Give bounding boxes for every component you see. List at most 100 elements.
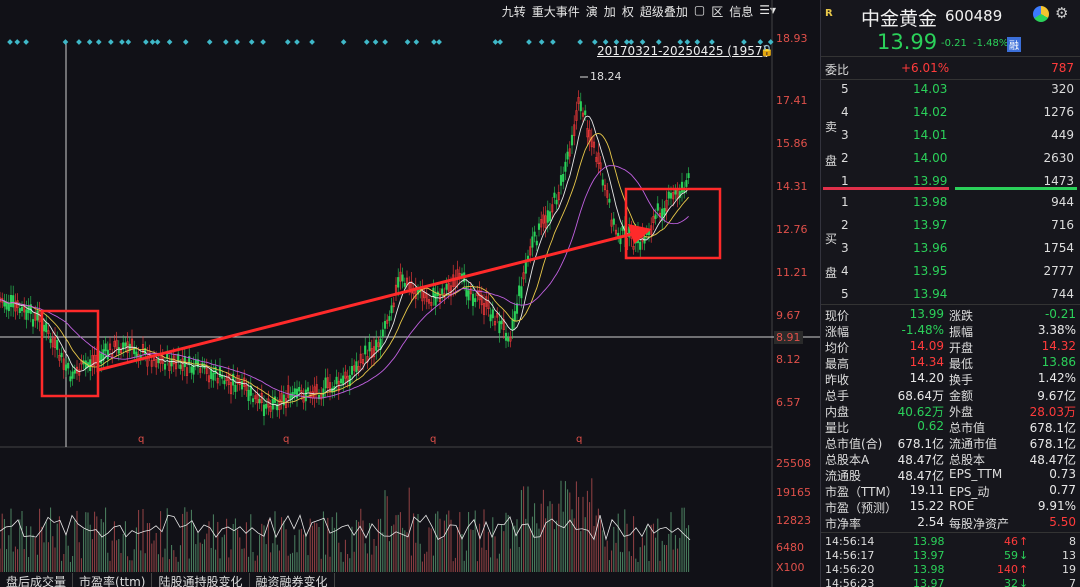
event-marker [602,39,609,45]
buy-price[interactable]: 13.96 [913,241,948,255]
sell-level: 5 [841,82,849,96]
annotation-arrow-line [97,230,641,372]
sell-price[interactable]: 14.01 [913,128,948,142]
candle-body [7,302,10,312]
tick-volume: 140 [997,563,1018,576]
stat-label: 现价 [825,309,850,323]
candle-body [551,204,554,213]
candle-body [441,288,444,295]
candle-body [661,208,664,221]
kline-svg [0,0,820,587]
stat-label: 金额 [949,389,974,403]
stat-value: 19.11 [909,483,944,497]
settings-icon[interactable]: ⚙ [1055,4,1069,22]
event-marker [709,39,715,45]
candle-body [430,301,433,306]
candle-body [185,367,189,376]
toolbar-item-jia[interactable]: 加 [603,5,616,19]
buy-level: 3 [841,241,849,255]
candle-body [507,337,510,342]
event-marker [404,39,411,45]
candle-body [229,382,233,395]
event-marker [182,39,189,45]
tab-northbound-holdings[interactable]: 陆股通持股变化 [152,573,250,587]
candle-body [652,216,655,224]
sell-price[interactable]: 14.03 [913,82,948,96]
pie-icon[interactable] [1033,6,1049,22]
buy-volume: 744 [1051,287,1074,301]
stat-label: 最低 [949,357,974,371]
stat-label: 换手 [949,373,974,387]
window-icon[interactable]: ▢ [693,3,706,17]
tick-volume: 46 [1004,535,1018,548]
candle-body [469,288,472,295]
candle-body [575,110,578,121]
peak-label: 18.24 [590,70,622,83]
kline-chart-panel[interactable]: 九转 重大事件 演 加 权 超级叠加 ▢ 区 信息 ☰▾ 20170321-20… [0,0,820,587]
lock-icon[interactable]: 🔒 [760,44,774,57]
stat-value: 9.91% [1037,499,1076,513]
annotation-box-right [624,187,722,260]
candle-body [357,366,360,371]
candle-body [482,303,486,315]
toolbar-item-qu[interactable]: 区 [711,5,724,19]
stock-name: 中金黄金 [861,8,938,30]
toolbar-item-quan[interactable]: 权 [621,5,634,19]
buy-price[interactable]: 13.95 [913,264,948,278]
sell-price[interactable]: 13.99 [913,174,948,188]
buy-price[interactable]: 13.94 [913,287,948,301]
toolbar-item-yan[interactable]: 演 [585,5,598,19]
stat-label: EPS_动 [949,485,990,499]
q-marker: q [138,434,145,445]
buy-price[interactable]: 13.97 [913,218,948,232]
tab-pe-ttm[interactable]: 市盈率(ttm) [73,573,153,587]
toolbar-item-jiuzhuan[interactable]: 九转 [501,5,526,19]
candle-body [432,287,435,298]
candle-body [62,358,65,370]
sell-level: 2 [841,151,849,165]
candle-body [223,380,226,385]
tick-count: 19 [1062,563,1076,576]
event-marker [526,39,532,45]
candle-body [656,203,659,211]
candle-body [485,296,488,307]
moving-average-line [0,165,689,399]
event-marker [166,39,173,45]
candle-body [115,339,118,349]
candle-body [614,229,618,235]
toolbar-item-info[interactable]: 信息 [729,5,754,19]
buy-price[interactable]: 13.98 [913,195,948,209]
price-tick: 8.12 [776,353,801,366]
stat-value: 48.47亿 [1029,453,1076,467]
candle-body [531,236,534,248]
stat-label: 外盘 [949,405,974,419]
tab-margin-financing[interactable]: 融资融券变化 [250,573,335,587]
candle-body [388,316,391,321]
stat-label: 涨幅 [825,325,850,339]
stat-label: 量比 [825,421,850,435]
candle-body [562,174,565,182]
tick-volume: 59 [1004,549,1018,562]
stat-value: 3.38% [1037,323,1076,337]
sell-price[interactable]: 14.00 [913,151,948,165]
stat-label: 总股本A [825,453,870,467]
tab-after-hours-volume[interactable]: 盘后成交量 [0,573,74,587]
sell-price[interactable]: 14.02 [913,105,948,119]
candle-body [326,377,329,389]
toolbar-item-overlay[interactable]: 超级叠加 [639,5,688,19]
stock-code: 600489 [945,7,1003,25]
toolbar-item-major-events[interactable]: 重大事件 [531,5,580,19]
candle-body [262,404,266,417]
stat-value: 48.47亿 [897,453,944,467]
candle-body [434,293,437,306]
candle-body [56,339,59,350]
candle-body [504,332,508,341]
candle-body [546,210,549,223]
event-marker [591,39,598,45]
candle-body [414,287,417,299]
tick-volume: 32 [1004,577,1018,587]
candle-body [212,372,215,381]
candle-body [577,97,580,104]
candle-body [599,162,602,169]
candle-body [342,375,345,385]
